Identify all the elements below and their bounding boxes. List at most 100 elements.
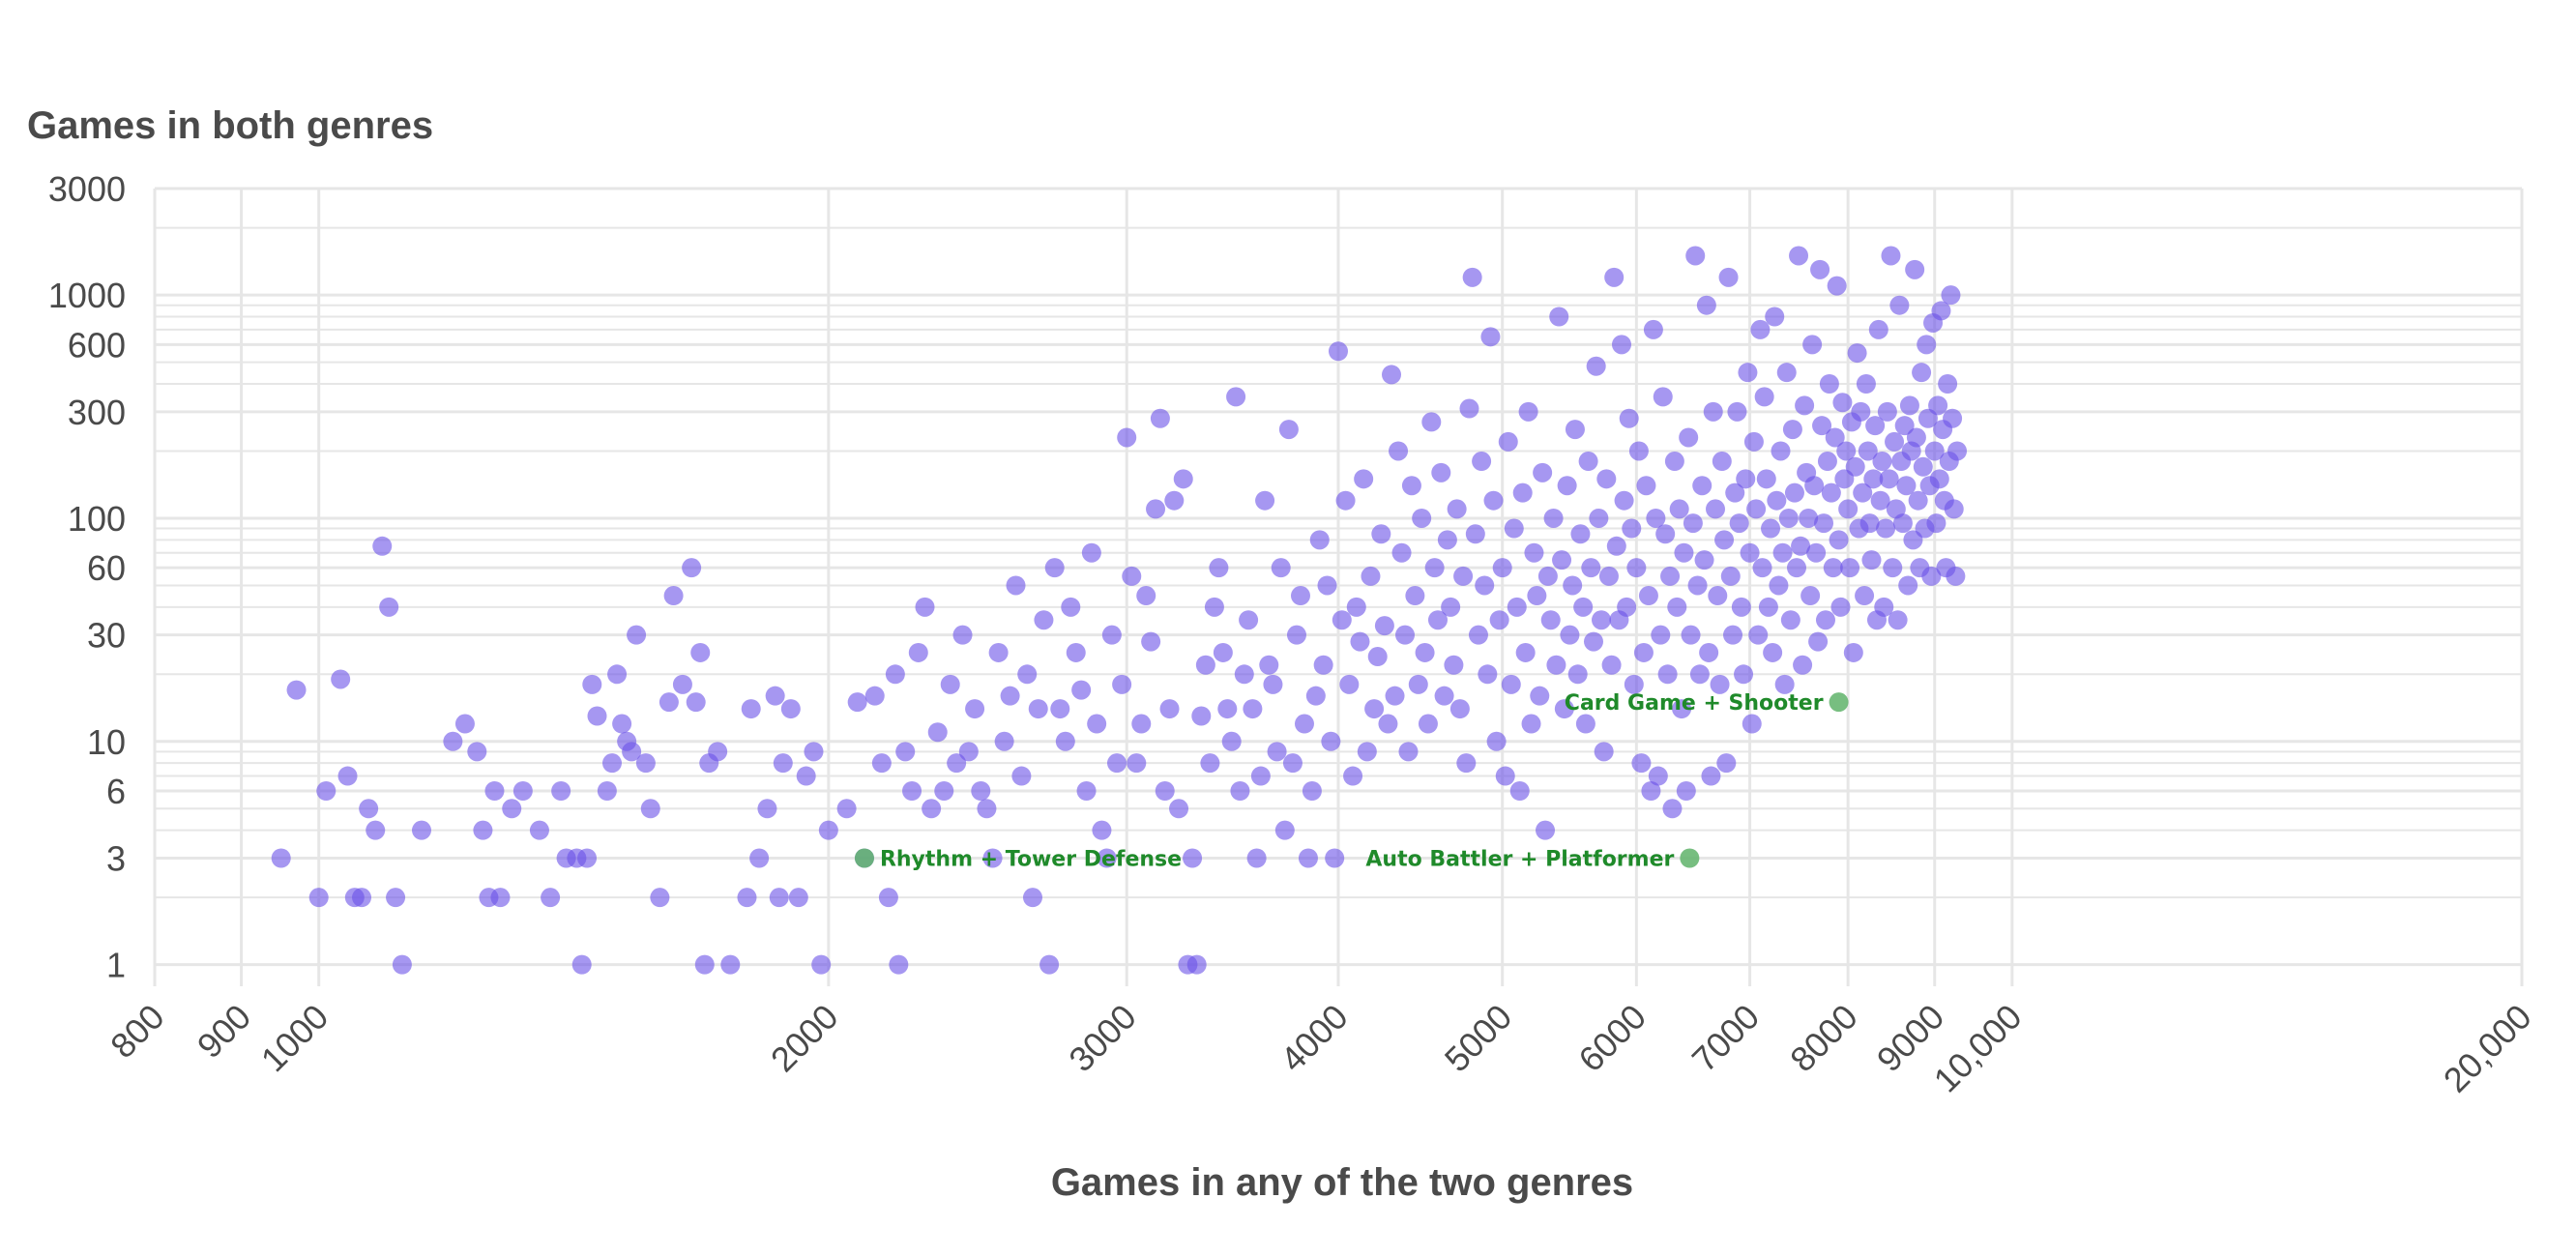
- data-point: [1786, 558, 1806, 578]
- highlight-point: [854, 848, 874, 868]
- data-point: [1554, 699, 1574, 719]
- data-point: [1274, 820, 1295, 840]
- data-point: [1421, 412, 1442, 432]
- data-point: [1872, 452, 1892, 472]
- data-point: [1859, 513, 1880, 534]
- data-point: [971, 781, 991, 802]
- data-point: [331, 669, 351, 689]
- data-point: [1230, 781, 1250, 802]
- y-tick-label: 10: [87, 722, 126, 762]
- data-point: [597, 781, 617, 802]
- x-tick-label: 10,000: [1926, 997, 2030, 1100]
- data-point: [551, 781, 571, 802]
- data-point: [1712, 452, 1732, 472]
- data-point: [1679, 427, 1699, 448]
- data-point: [1141, 631, 1161, 652]
- data-point: [1509, 781, 1530, 802]
- data-point: [1431, 462, 1451, 482]
- data-point: [1808, 631, 1829, 652]
- data-point: [1676, 781, 1696, 802]
- data-point: [1022, 888, 1042, 908]
- data-point: [672, 674, 692, 694]
- data-point: [694, 954, 715, 975]
- data-point: [1746, 499, 1767, 519]
- data-point: [1924, 441, 1945, 461]
- data-point: [1905, 259, 1925, 279]
- data-point: [1259, 655, 1279, 675]
- data-point: [1944, 499, 1964, 519]
- data-point: [1776, 363, 1797, 383]
- data-point: [940, 674, 960, 694]
- data-point: [1361, 566, 1381, 586]
- data-point: [1692, 476, 1712, 496]
- data-point: [1601, 655, 1622, 675]
- data-point: [1076, 781, 1097, 802]
- data-point: [1536, 820, 1556, 840]
- data-point: [1250, 766, 1271, 786]
- data-point: [1758, 597, 1778, 617]
- data-point: [1173, 469, 1193, 489]
- data-point: [977, 799, 997, 819]
- data-point: [902, 781, 922, 802]
- data-point: [1931, 301, 1951, 321]
- data-point: [1459, 398, 1479, 419]
- data-point: [1631, 753, 1652, 774]
- data-point: [1546, 655, 1566, 675]
- data-point: [541, 888, 561, 908]
- data-point: [1589, 508, 1609, 528]
- data-point: [1861, 550, 1882, 570]
- data-point: [1810, 259, 1830, 279]
- highlight-label: Card Game + Shooter: [1565, 691, 1824, 716]
- data-point: [1424, 558, 1445, 578]
- data-point: [765, 686, 785, 706]
- data-point: [927, 722, 948, 743]
- data-point: [1575, 714, 1595, 734]
- data-point: [1696, 295, 1716, 315]
- data-point: [1325, 848, 1345, 868]
- data-point: [1159, 699, 1180, 719]
- data-point: [1791, 536, 1811, 556]
- highlight-label: Auto Battler + Platformer: [1365, 847, 1674, 871]
- data-point: [1398, 742, 1419, 762]
- data-point: [512, 781, 533, 802]
- y-tick-label: 3: [106, 838, 126, 878]
- data-point: [741, 699, 761, 719]
- data-point: [1592, 610, 1612, 630]
- data-point: [1195, 655, 1215, 675]
- data-point: [502, 799, 522, 819]
- data-point: [286, 680, 307, 700]
- data-point: [1734, 664, 1754, 685]
- data-point: [1017, 664, 1038, 685]
- data-point: [1889, 295, 1910, 315]
- data-point: [780, 699, 801, 719]
- data-point: [1169, 799, 1189, 819]
- data-point: [1456, 753, 1477, 774]
- data-point: [1812, 416, 1832, 436]
- data-point: [1117, 427, 1137, 448]
- data-point: [1011, 766, 1032, 786]
- highlight-point: [1829, 692, 1849, 713]
- data-point: [635, 753, 656, 774]
- data-point: [1447, 499, 1467, 519]
- data-point: [1856, 373, 1876, 394]
- highlight-point: [1680, 848, 1700, 868]
- data-point: [1802, 335, 1823, 355]
- data-point: [947, 753, 967, 774]
- data-point: [737, 888, 757, 908]
- data-point: [1243, 699, 1263, 719]
- data-point: [720, 954, 741, 975]
- data-point: [1313, 655, 1333, 675]
- data-point: [1278, 420, 1299, 440]
- data-point: [1750, 319, 1771, 339]
- data-point: [769, 888, 789, 908]
- data-point: [1703, 401, 1723, 422]
- data-point: [1894, 416, 1915, 436]
- data-point: [1761, 518, 1781, 539]
- data-point: [1209, 558, 1229, 578]
- data-point: [467, 742, 487, 762]
- data-point: [773, 753, 793, 774]
- data-point: [1672, 699, 1692, 719]
- data-point: [1628, 441, 1649, 461]
- data-point: [1716, 753, 1737, 774]
